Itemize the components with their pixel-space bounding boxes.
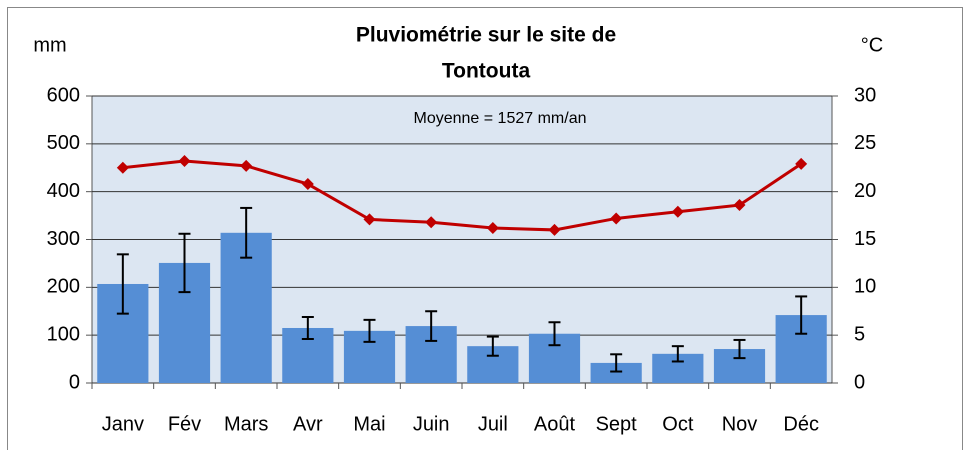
marker <box>363 213 376 226</box>
marker <box>795 157 808 170</box>
x-tick-label: Fév <box>168 413 201 435</box>
y2-tick-label: 15 <box>854 228 876 250</box>
y-tick-label: 500 <box>47 132 80 154</box>
y-tick-label: 400 <box>47 180 80 202</box>
y2-tick-label: 30 <box>854 84 876 106</box>
y-tick-label: 0 <box>69 371 80 393</box>
x-tick-label: Sept <box>596 413 638 435</box>
x-tick-label: Juil <box>478 413 508 435</box>
chart-title: Pluviométrie sur le site de <box>356 24 616 47</box>
marker <box>548 223 561 236</box>
line <box>122 159 802 232</box>
chart-title: Tontouta <box>442 60 531 83</box>
marker <box>486 222 499 235</box>
x-tick-label: Août <box>534 413 576 435</box>
y2-axis-label: °C <box>861 34 883 56</box>
marker <box>610 212 623 225</box>
x-tick-label: Mars <box>224 413 268 435</box>
y-axis-label: mm <box>33 34 66 56</box>
y2-tick-label: 10 <box>854 276 876 298</box>
annotation: Moyenne = 1527 mm/an <box>414 110 587 127</box>
y2-tick-label: 25 <box>854 132 876 154</box>
marker <box>425 216 438 229</box>
marker <box>301 178 314 191</box>
marker <box>240 159 253 172</box>
x-tick-label: Avr <box>293 413 323 435</box>
y-tick-label: 200 <box>47 276 80 298</box>
y2-tick-label: 20 <box>854 180 876 202</box>
marker <box>116 161 129 174</box>
y-tick-label: 100 <box>47 323 80 345</box>
marker <box>733 199 746 212</box>
x-tick-label: Nov <box>722 413 758 435</box>
y2-tick-label: 5 <box>854 323 865 345</box>
x-tick-label: Juin <box>413 413 450 435</box>
x-tick-label: Déc <box>783 413 819 435</box>
x-tick-label: Mai <box>353 413 385 435</box>
y2-tick-label: 0 <box>854 371 865 393</box>
bar <box>590 362 642 383</box>
marker <box>178 155 191 168</box>
x-tick-label: Oct <box>662 413 694 435</box>
x-tick-label: Janv <box>102 413 144 435</box>
marker <box>671 205 684 218</box>
y-tick-label: 300 <box>47 228 80 250</box>
y-tick-label: 600 <box>47 84 80 106</box>
